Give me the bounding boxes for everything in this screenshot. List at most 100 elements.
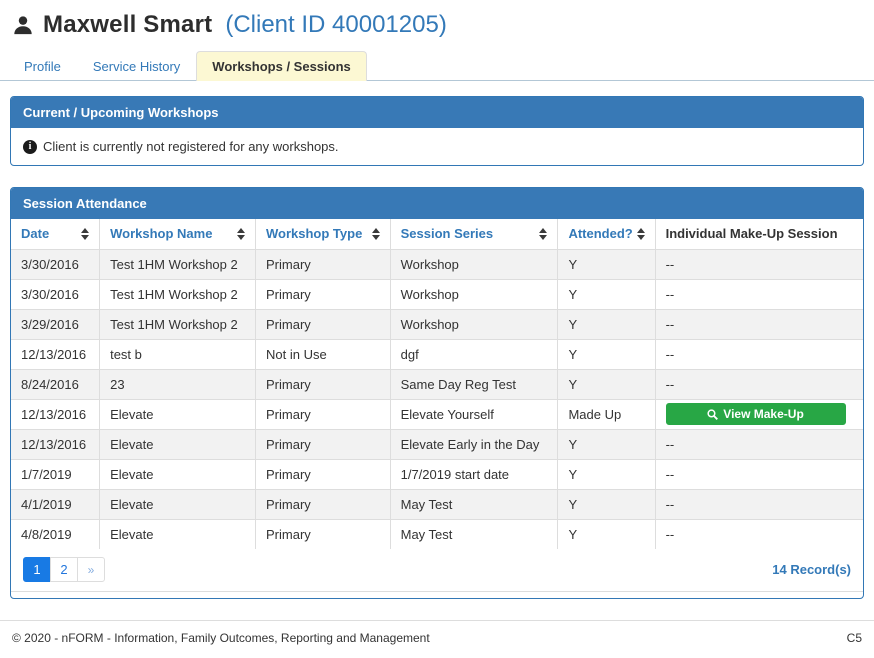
search-icon — [707, 408, 719, 420]
cell-workshop-name: Elevate — [99, 428, 256, 460]
table-row: 12/13/2016 test b Not in Use dgf Y -- — [11, 338, 863, 370]
table-row: 4/8/2019 Elevate Primary May Test Y -- — [11, 518, 863, 550]
page-footer: © 2020 - nFORM - Information, Family Out… — [0, 621, 874, 645]
no-workshops-message: Client is currently not registered for a… — [43, 139, 339, 154]
table-row: 8/24/2016 23 Primary Same Day Reg Test Y… — [11, 368, 863, 400]
cell-make-up: View Make-Up — [654, 398, 863, 430]
cell-date: 3/29/2016 — [11, 308, 101, 340]
cell-make-up: -- — [654, 518, 863, 550]
cell-workshop-type: Primary — [255, 248, 391, 280]
sort-arrows-icon[interactable] — [81, 227, 90, 240]
cell-session-series: Same Day Reg Test — [389, 368, 559, 400]
table-row: 3/30/2016 Test 1HM Workshop 2 Primary Wo… — [11, 248, 863, 280]
tab-workshops-sessions[interactable]: Workshops / Sessions — [196, 51, 367, 81]
cell-make-up: -- — [654, 488, 863, 520]
record-count: 14 Record(s) — [772, 562, 851, 577]
cell-make-up: -- — [654, 248, 863, 280]
footer-divider — [0, 620, 874, 621]
cell-workshop-name: Elevate — [99, 518, 256, 550]
attendance-table-body: 3/30/2016 Test 1HM Workshop 2 Primary Wo… — [11, 248, 863, 550]
session-attendance-table: Date Workshop Name Workshop Type — [11, 218, 863, 550]
pager: 1 2 » — [23, 557, 105, 582]
table-row: 4/1/2019 Elevate Primary May Test Y -- — [11, 488, 863, 520]
column-header-date[interactable]: Date — [11, 218, 101, 250]
cell-workshop-type: Primary — [255, 278, 391, 310]
session-attendance-panel-title: Session Attendance — [11, 188, 863, 219]
cell-workshop-type: Primary — [255, 518, 391, 550]
cell-attended: Y — [557, 488, 656, 520]
page-button-next[interactable]: » — [77, 557, 105, 582]
cell-date: 12/13/2016 — [11, 398, 101, 430]
column-header-workshop-name[interactable]: Workshop Name — [99, 218, 256, 250]
cell-date: 3/30/2016 — [11, 278, 101, 310]
table-row: 1/7/2019 Elevate Primary 1/7/2019 start … — [11, 458, 863, 490]
column-header-session-series[interactable]: Session Series — [389, 218, 559, 250]
page-button-2[interactable]: 2 — [50, 557, 78, 582]
cell-workshop-type: Primary — [255, 488, 391, 520]
cell-session-series: May Test — [389, 518, 559, 550]
cell-date: 3/30/2016 — [11, 248, 101, 280]
column-header-individual-make-up-session: Individual Make-Up Session — [654, 218, 863, 250]
panel-footer-divider — [11, 591, 863, 598]
page-button-1[interactable]: 1 — [23, 557, 51, 582]
sort-arrows-icon[interactable] — [237, 227, 245, 240]
sort-arrows-icon[interactable] — [371, 227, 380, 240]
column-header-workshop-type[interactable]: Workshop Type — [255, 218, 391, 250]
cell-make-up: -- — [654, 368, 863, 400]
cell-make-up: -- — [654, 428, 863, 460]
cell-session-series: Elevate Yourself — [389, 398, 559, 430]
cell-date: 1/7/2019 — [11, 458, 101, 490]
cell-workshop-type: Primary — [255, 398, 391, 430]
cell-attended: Y — [557, 518, 656, 550]
cell-attended: Made Up — [557, 398, 656, 430]
table-row: 12/13/2016 Elevate Primary Elevate Yours… — [11, 398, 863, 430]
cell-workshop-name: Test 1HM Workshop 2 — [99, 248, 256, 280]
table-header-row: Date Workshop Name Workshop Type — [11, 218, 863, 250]
cell-session-series: Workshop — [389, 278, 559, 310]
tab-profile[interactable]: Profile — [24, 59, 61, 74]
sort-arrows-icon[interactable] — [636, 227, 645, 240]
tab-service-history[interactable]: Service History — [92, 59, 181, 74]
cell-workshop-type: Primary — [255, 308, 391, 340]
cell-make-up: -- — [654, 308, 863, 340]
cell-session-series: May Test — [389, 488, 559, 520]
sort-arrows-icon[interactable] — [539, 227, 548, 240]
cell-date: 4/8/2019 — [11, 518, 101, 550]
copyright-text: © 2020 - nFORM - Information, Family Out… — [12, 631, 430, 645]
cell-workshop-name: Test 1HM Workshop 2 — [99, 308, 256, 340]
cell-workshop-type: Primary — [255, 458, 391, 490]
cell-workshop-name: Elevate — [99, 488, 256, 520]
client-id: (Client ID 40001205) — [225, 11, 447, 38]
cell-date: 4/1/2019 — [11, 488, 101, 520]
cell-workshop-name: 23 — [99, 368, 256, 400]
cell-workshop-type: Not in Use — [255, 338, 391, 370]
cell-date: 12/13/2016 — [11, 338, 101, 370]
view-make-up-button[interactable]: View Make-Up — [665, 403, 846, 425]
cell-date: 12/13/2016 — [11, 428, 101, 460]
version-code: C5 — [846, 631, 862, 645]
view-make-up-button-label: View Make-Up — [723, 407, 804, 421]
cell-session-series: Elevate Early in the Day — [389, 428, 559, 460]
cell-session-series: dgf — [389, 338, 559, 370]
tab-bar: Profile Service History Workshops / Sess… — [0, 45, 874, 81]
cell-session-series: Workshop — [389, 308, 559, 340]
page-header: Maxwell Smart (Client ID 40001205) — [0, 0, 874, 43]
cell-attended: Y — [557, 428, 656, 460]
upcoming-workshops-panel-title: Current / Upcoming Workshops — [11, 97, 863, 128]
cell-attended: Y — [557, 308, 656, 340]
cell-workshop-name: test b — [99, 338, 256, 370]
cell-session-series: Workshop — [389, 248, 559, 280]
column-header-attended[interactable]: Attended? — [557, 218, 656, 250]
session-attendance-panel: Session Attendance Date Worksho — [10, 187, 864, 599]
cell-make-up: -- — [654, 338, 863, 370]
upcoming-workshops-panel: Current / Upcoming Workshops Client is c… — [10, 96, 864, 166]
cell-workshop-name: Elevate — [99, 398, 256, 430]
table-row: 3/29/2016 Test 1HM Workshop 2 Primary Wo… — [11, 308, 863, 340]
user-icon — [14, 16, 32, 35]
cell-attended: Y — [557, 248, 656, 280]
cell-workshop-name: Test 1HM Workshop 2 — [99, 278, 256, 310]
cell-attended: Y — [557, 278, 656, 310]
cell-attended: Y — [557, 458, 656, 490]
cell-session-series: 1/7/2019 start date — [389, 458, 559, 490]
pagination-bar: 1 2 » 14 Record(s) — [11, 549, 863, 591]
